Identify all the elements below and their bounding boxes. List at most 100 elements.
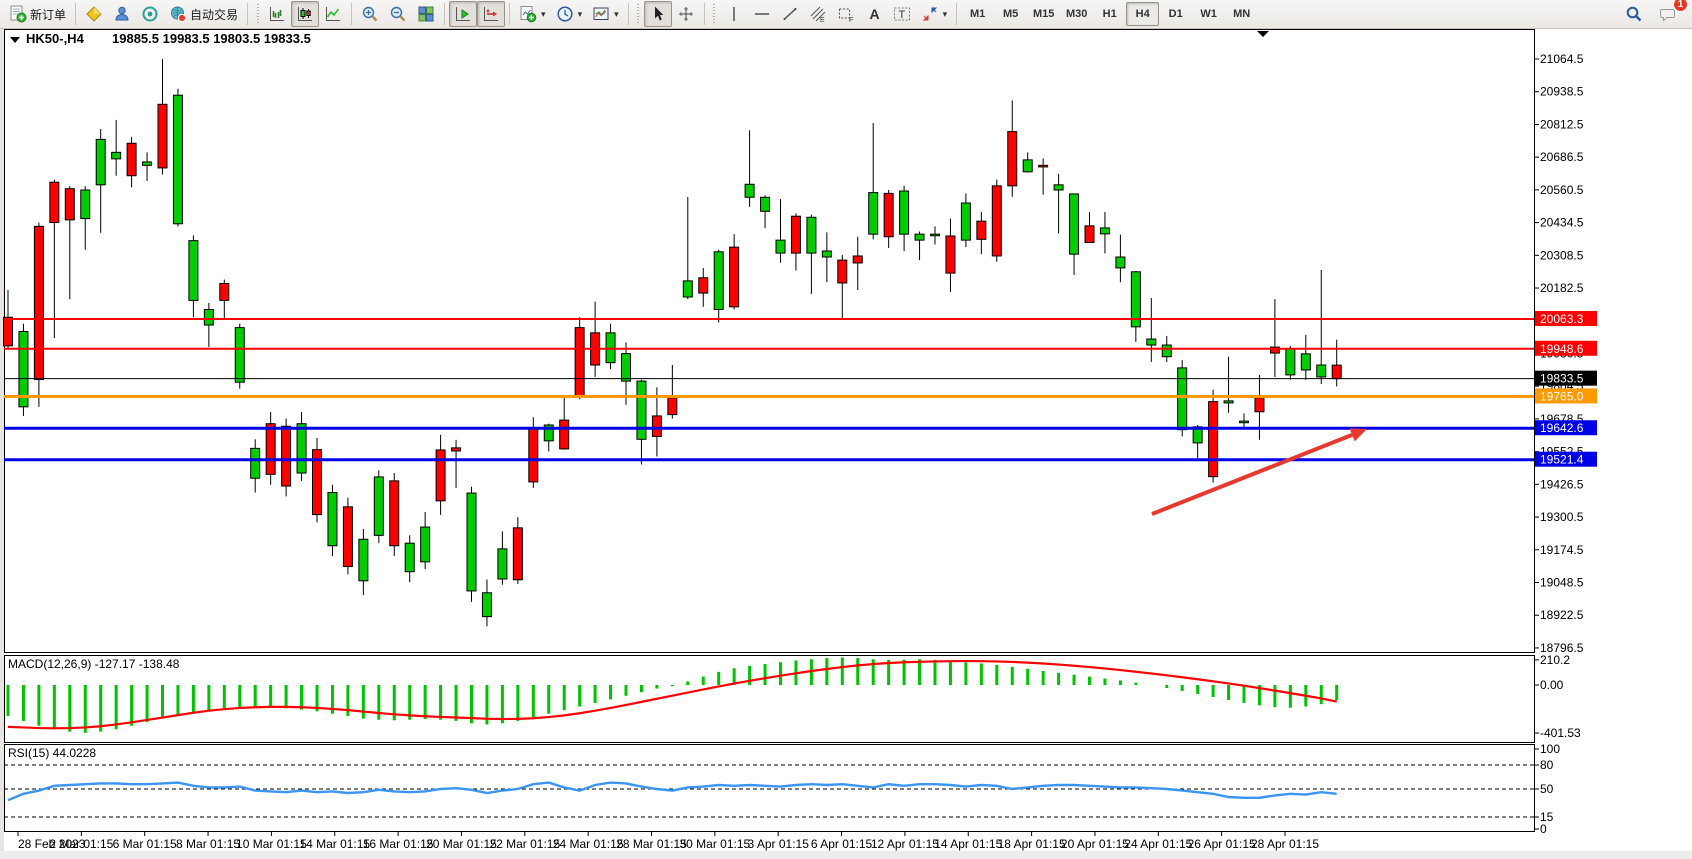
svg-text:12 Apr 01:15: 12 Apr 01:15 — [871, 837, 939, 851]
tile-windows-button[interactable] — [412, 1, 440, 27]
pane-frames — [4, 29, 1535, 832]
bottom-strip — [0, 851, 1692, 859]
line-chart-button[interactable] — [319, 1, 347, 27]
svg-text:26 Apr 01:15: 26 Apr 01:15 — [1188, 837, 1256, 851]
trendline-button[interactable] — [776, 1, 804, 27]
line-chart-icon — [324, 5, 342, 23]
horizontal-line-icon — [753, 5, 771, 23]
series-end-marker — [1257, 31, 1269, 37]
svg-text:19642.6: 19642.6 — [1540, 421, 1584, 435]
bar-chart-button[interactable] — [263, 1, 291, 27]
symbol-period: HK50-,H4 — [26, 31, 85, 46]
toolbar-drag-handle[interactable] — [635, 4, 641, 24]
svg-text:210.2: 210.2 — [1540, 653, 1570, 667]
bar-chart-icon — [268, 5, 286, 23]
chart-shift-icon — [482, 5, 500, 23]
profile-button[interactable] — [108, 1, 136, 27]
fibonacci-button[interactable]: E — [804, 1, 832, 27]
svg-text:F: F — [849, 17, 853, 23]
timeframe-h1-button[interactable]: H1 — [1102, 8, 1117, 20]
price-badges: 20063.3 19948.6 19833.5 19765.0 19642.6 19521… — [1535, 310, 1597, 467]
timeframe-h4-button[interactable]: H4 — [1126, 2, 1160, 26]
notifications-button[interactable]: 1 — [1654, 0, 1688, 27]
timeframe-m5-button[interactable]: M5 — [1003, 8, 1019, 20]
fibonacci-icon: E — [809, 5, 827, 23]
text-button[interactable]: A — [860, 1, 888, 27]
timeframe-mn-button[interactable]: MN — [1233, 8, 1251, 20]
svg-text:20308.5: 20308.5 — [1540, 248, 1584, 262]
vertical-line-button[interactable] — [720, 1, 748, 27]
chart-shift-button[interactable] — [477, 1, 506, 27]
svg-text:2 Mar 01:15: 2 Mar 01:15 — [49, 837, 113, 851]
svg-text:21064.5: 21064.5 — [1540, 52, 1584, 66]
timeframe-d1-button[interactable]: D1 — [1168, 8, 1183, 20]
eraser-icon — [85, 5, 103, 23]
candlestick-chart-button[interactable] — [291, 1, 320, 27]
macd-signal-line — [7, 659, 1337, 730]
toolbar-separator — [627, 3, 629, 25]
toolbar-drag-handle[interactable] — [255, 4, 261, 24]
chevron-down-icon: ▾ — [614, 8, 619, 19]
svg-text:6 Mar 01:15: 6 Mar 01:15 — [113, 837, 177, 851]
new-order-button-label: 新订单 — [30, 7, 67, 22]
search-icon — [1625, 5, 1643, 23]
zoom-out-button[interactable] — [384, 1, 412, 27]
community-button[interactable] — [136, 1, 164, 27]
trendline-icon — [781, 5, 799, 23]
eraser-button[interactable] — [80, 1, 108, 27]
svg-text:0.00: 0.00 — [1540, 678, 1564, 692]
cursor-button[interactable] — [643, 1, 672, 27]
periods-button[interactable]: ▾ — [551, 1, 588, 27]
svg-text:28 Mar 01:15: 28 Mar 01:15 — [616, 837, 687, 851]
search-button[interactable] — [1620, 1, 1648, 27]
svg-text:20063.3: 20063.3 — [1540, 312, 1584, 326]
svg-text:19300.5: 19300.5 — [1540, 510, 1584, 524]
auto-scroll-button[interactable] — [449, 1, 478, 27]
zoom-in-button[interactable] — [356, 1, 384, 27]
templates-button[interactable]: ▾ — [587, 1, 624, 27]
svg-text:20812.5: 20812.5 — [1540, 117, 1584, 131]
arrows-button[interactable]: ▾ — [916, 1, 953, 27]
svg-text:19426.5: 19426.5 — [1540, 477, 1584, 491]
zoom-in-icon — [361, 5, 379, 23]
svg-text:20182.5: 20182.5 — [1540, 281, 1584, 295]
timeframe-m15-button[interactable]: M15 — [1032, 8, 1055, 20]
timeframe-m30-button[interactable]: M30 — [1065, 8, 1088, 20]
tile-windows-icon — [417, 5, 435, 23]
new-chart-icon — [519, 5, 537, 23]
channel-icon: F — [837, 5, 855, 23]
svg-text:50: 50 — [1540, 782, 1554, 796]
svg-text:24 Apr 01:15: 24 Apr 01:15 — [1124, 837, 1192, 851]
toolbar-separator — [444, 3, 446, 25]
notification-badge: 1 — [1673, 0, 1688, 12]
timeframe-m1-button[interactable]: M1 — [970, 8, 986, 20]
trend-arrow-annotation[interactable] — [1151, 428, 1367, 516]
chart-area[interactable]: 21064.5 20938.5 20812.5 20686.5 20560.5 20434… — [0, 29, 1692, 859]
new-order-button[interactable]: 新订单 — [4, 1, 71, 27]
toolbar-right-group: 1 — [1620, 0, 1688, 27]
svg-text:20560.5: 20560.5 — [1540, 183, 1584, 197]
svg-text:28 Apr 01:15: 28 Apr 01:15 — [1251, 837, 1319, 851]
svg-text:19174.5: 19174.5 — [1540, 543, 1584, 557]
svg-text:22 Mar 01:15: 22 Mar 01:15 — [489, 837, 560, 851]
candlestick-chart-icon — [296, 5, 314, 23]
equidistant-channel-button[interactable]: F — [832, 1, 860, 27]
rsi-line — [7, 781, 1337, 802]
toolbar-separator — [351, 3, 353, 25]
macd-label: MACD(12,26,9) -127.17 -138.48 — [8, 657, 180, 671]
candlestick-chart[interactable]: 21064.5 20938.5 20812.5 20686.5 20560.5 20434… — [0, 29, 1692, 859]
svg-text:28 Feb 2023: 28 Feb 2023 — [18, 837, 86, 851]
timeframe-w1-button[interactable]: W1 — [1200, 8, 1217, 20]
svg-text:20434.5: 20434.5 — [1540, 216, 1584, 230]
svg-text:20686.5: 20686.5 — [1540, 150, 1584, 164]
auto-trading-button-label: 自动交易 — [190, 7, 239, 22]
new-chart-button[interactable]: ▾ — [514, 1, 551, 27]
auto-trading-button[interactable]: 自动交易 — [164, 1, 243, 27]
horizontal-line-button[interactable] — [748, 1, 776, 27]
toolbar-drag-handle[interactable] — [711, 4, 717, 24]
text-label-button[interactable]: T — [888, 1, 916, 27]
profile-icon — [113, 5, 131, 23]
crosshair-button[interactable] — [672, 1, 700, 27]
svg-text:80: 80 — [1540, 758, 1554, 772]
